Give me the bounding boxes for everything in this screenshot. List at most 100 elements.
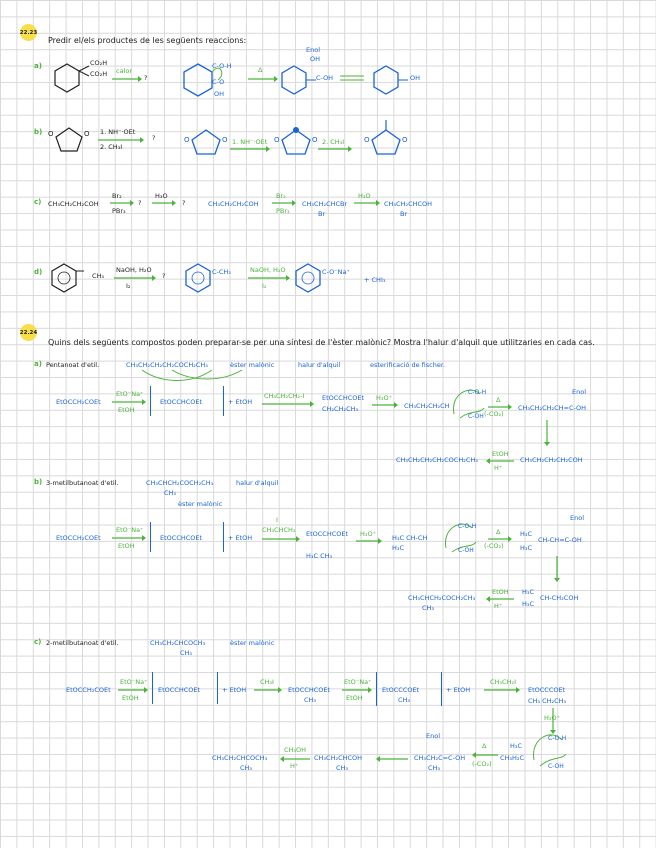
malonic-ester: EtOCCH₂COEt	[56, 534, 101, 542]
isopropyl-substituent: H₃C CH₃	[306, 552, 333, 560]
methylated-ester: EtOCCHCOEt	[288, 686, 331, 694]
target-formula: CH₃CH₂CHCOCH₃	[150, 639, 206, 647]
svg-text:O: O	[312, 136, 318, 144]
methyl-label: CH₃	[92, 272, 105, 280]
reagent-step-1: 1. NH⁻·OEt	[100, 128, 136, 136]
co2-loss: (-CO₂)	[472, 760, 492, 768]
methyl-substituent: CH₃	[398, 696, 411, 704]
starting-material: CH₃CH₂CH₂COH	[48, 200, 99, 208]
methyl-label: H₃C	[520, 544, 533, 552]
reaction-arrow	[114, 275, 156, 281]
esterification-reagent: CH₃OH	[284, 746, 307, 754]
methyl-label: H₃C	[510, 742, 523, 750]
methyl-substituent: CH₃	[336, 764, 349, 772]
part-label: a)	[34, 360, 42, 368]
decarboxylation-arrows: C-O-H C-OH	[453, 389, 486, 420]
iodoform-label: + CHI₃	[364, 276, 386, 284]
malonic-ester: EtOCCH₂COEt	[66, 686, 111, 694]
reaction-arrow	[486, 458, 514, 464]
oh-label: OH	[310, 55, 321, 63]
reaction-arrow	[342, 687, 372, 693]
reaction-arrow	[248, 76, 278, 82]
acid-catalyst: H⁺	[290, 762, 299, 770]
reaction-arrow	[372, 402, 398, 408]
acid-catalyst: H⁺	[494, 464, 503, 472]
compound-name: Pentanoat d'etil.	[46, 361, 100, 369]
reagent-step-2: 2. CH₃I	[322, 138, 345, 146]
part-label: a)	[34, 62, 42, 70]
iodide-label: I	[276, 516, 278, 524]
malonic-ester-tag: èster malònic	[230, 361, 275, 369]
methyl-branch: CH₃	[180, 649, 193, 657]
reaction-arrow	[356, 538, 382, 544]
enolate-ion: EtOCCHCOEt	[158, 686, 201, 694]
acid-product: CH₃CH₂CHCOH	[314, 754, 363, 762]
bromo-acid-structure: CH₃CH₂CHCOH	[384, 200, 433, 208]
reaction-arrow	[280, 756, 310, 762]
target-formula: CH₃CHCH₂COCH₂CH₃	[146, 479, 214, 487]
enolate-ion: EtOCCCOEt	[382, 686, 420, 694]
problem-number-badge: 22.23	[20, 24, 37, 41]
acid-structure: CH₃CH₂CH₂COH	[208, 200, 259, 208]
svg-text:O: O	[48, 130, 54, 138]
part-label: b)	[34, 478, 43, 486]
malonic-ester: EtOCCH₂COEt	[56, 398, 101, 406]
hydrolysis-reagent: H₃O⁺	[376, 394, 393, 402]
bromo-substituent: Br	[318, 210, 326, 218]
substituent-label: CO₂H	[90, 70, 108, 78]
enol-intermediate: CH₃CH₂C=C-OH	[414, 754, 466, 762]
hydrolysis-reagent: H₃O⁺	[360, 530, 377, 538]
heat-symbol: Δ	[496, 396, 501, 404]
reagent-bottom: I₂	[126, 282, 131, 290]
alkylated-ester: EtOCCHCOEt	[306, 530, 349, 538]
disconnection-curves	[141, 369, 243, 381]
cyclohexanecarboxylic-acid-structure	[373, 65, 408, 95]
methyl-branch: CH₃	[240, 764, 253, 772]
benzoate-structure	[295, 263, 321, 293]
carboxyl-label: C-O	[212, 78, 225, 86]
equilibrium-arrow	[340, 75, 364, 81]
svg-text:O: O	[222, 136, 228, 144]
svg-text:C-OH: C-OH	[548, 763, 564, 770]
reaction-arrow	[262, 536, 300, 542]
reagent-bottom: I₂	[262, 282, 267, 290]
solvent-label: EtOH	[122, 694, 139, 702]
target-ester: CH₃CHCH₂COCH₂CH₃	[408, 594, 476, 602]
svg-text:O: O	[84, 130, 90, 138]
reaction-arrow	[112, 535, 146, 541]
reagent-top: NaOH, H₂O	[116, 266, 152, 274]
substituent-label: CO₂H	[90, 59, 108, 67]
reagent-top: Br₂	[276, 192, 286, 200]
enolate-ion: EtOCCHCOEt	[160, 398, 203, 406]
solvent-label: EtOH	[118, 406, 135, 414]
resonance-bracket	[150, 522, 224, 552]
dialkylated-ester: EtOCCCOEt	[528, 686, 566, 694]
cyclohexane-diacid-structure	[183, 63, 223, 97]
reaction-arrow	[486, 596, 514, 602]
svg-text:O: O	[364, 136, 370, 144]
reaction-arrow	[318, 146, 352, 152]
svg-text:O: O	[184, 136, 190, 144]
acyl-bromide-structure: CH₃CH₂CHCBr	[302, 200, 348, 208]
reagent-step-1: 1. NH⁻·OEt	[232, 138, 268, 146]
compound-name: 3-metilbutanoat d'etil.	[46, 479, 119, 487]
carboxyl-label: C-O-H	[212, 62, 232, 70]
ethanol-byproduct: + EtOH	[228, 534, 253, 542]
heat-symbol: Δ	[482, 742, 487, 750]
bromo-substituent: Br	[400, 210, 408, 218]
base-label: EtO⁻Na⁺	[344, 678, 372, 686]
cyclohexane-question-structure	[54, 63, 90, 93]
acid-product: CH₃CH₂CH₂CH₂COH	[520, 456, 583, 464]
unknown-product-mark: ?	[182, 199, 186, 207]
reaction-arrow	[262, 401, 314, 407]
acetophenone-structure	[185, 263, 211, 293]
methyl-label: H₃C	[520, 530, 533, 538]
decarboxylation-arrows: C-O-H C-OH	[445, 523, 477, 554]
problem-prompt: Quins dels següents compostos poden prep…	[48, 338, 595, 347]
acid-product: CH-CH₂COH	[540, 594, 579, 602]
unknown-product-mark: ?	[152, 134, 156, 142]
oh-label: OH	[410, 74, 421, 82]
reaction-arrow	[484, 687, 520, 693]
reaction-arrow	[488, 404, 512, 410]
